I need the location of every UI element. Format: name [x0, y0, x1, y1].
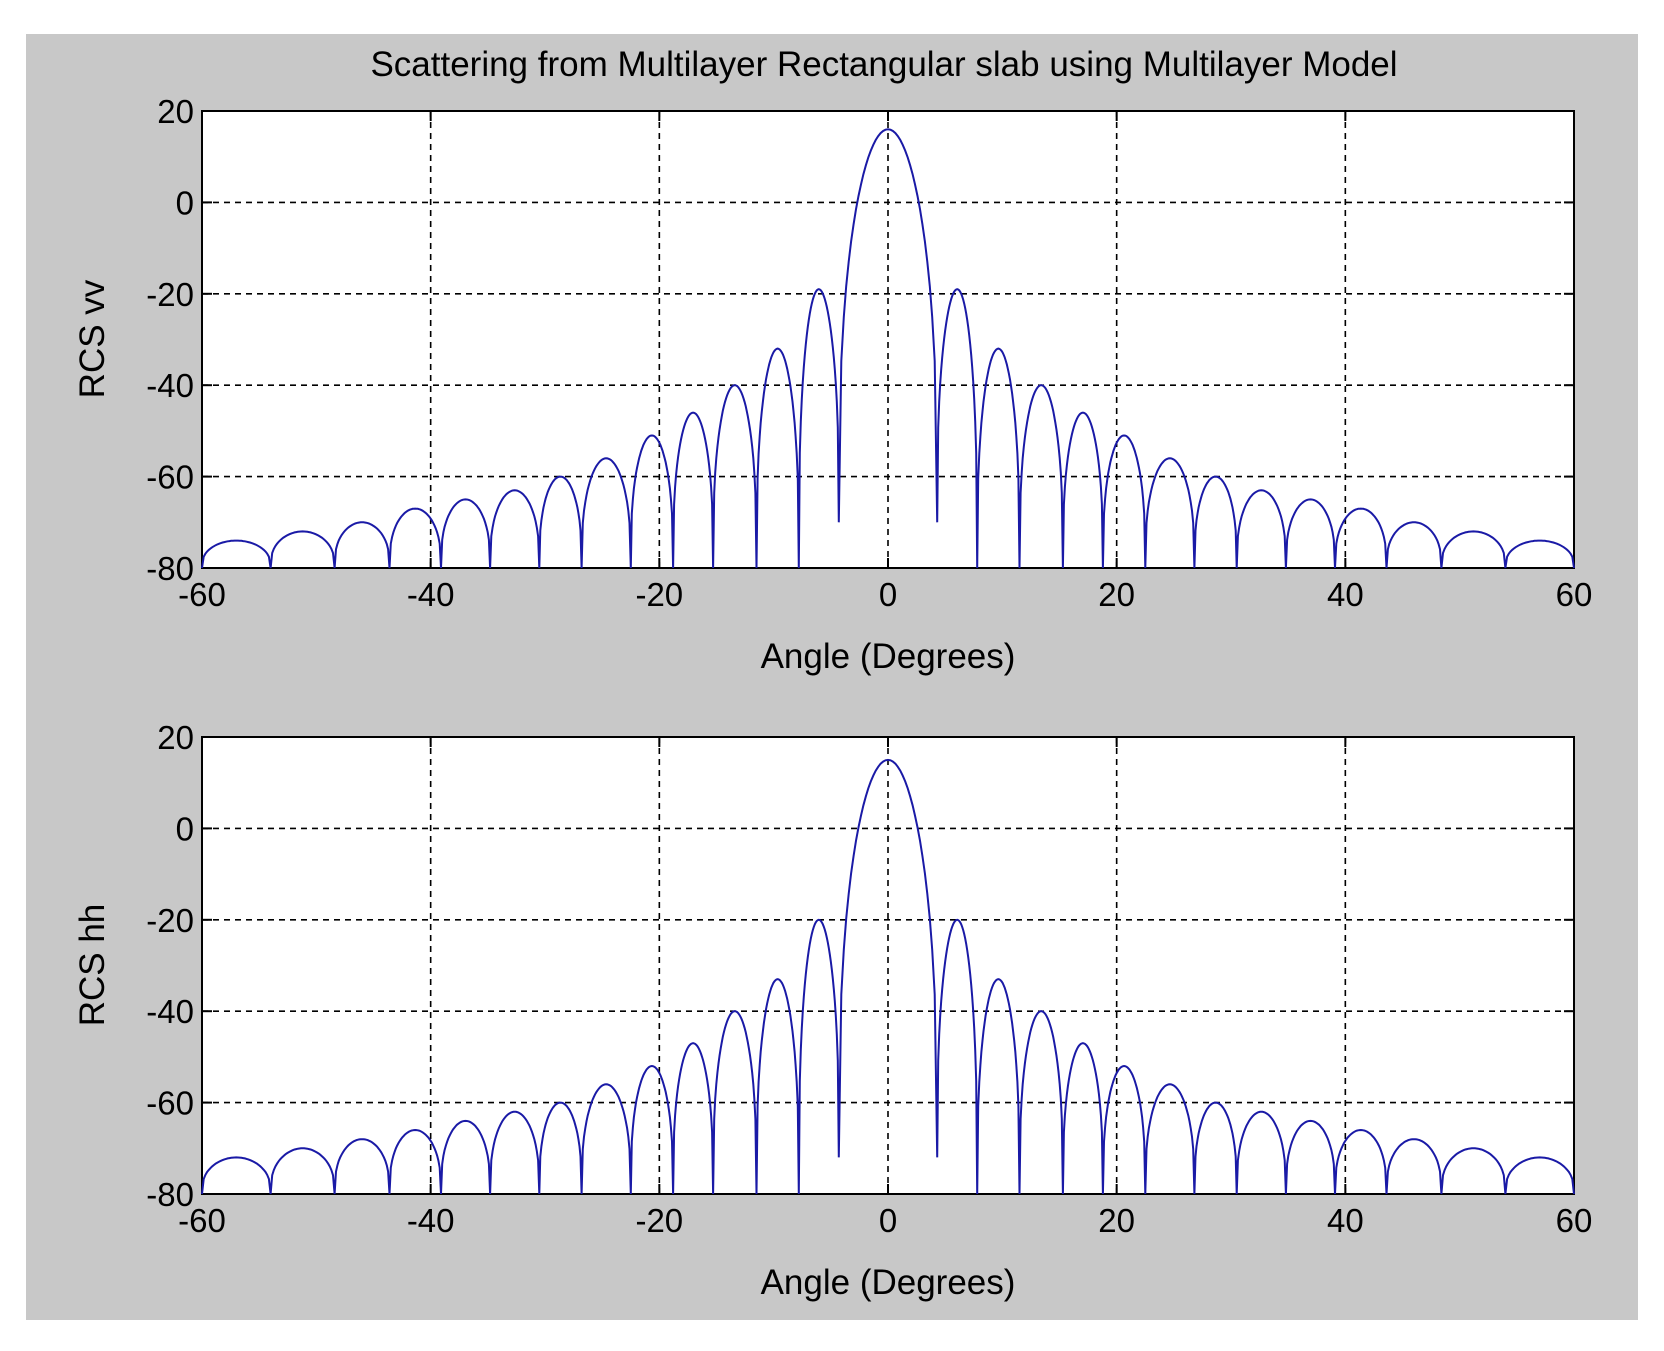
- x-tick-label: -20: [635, 576, 683, 613]
- plot-area: [201, 110, 1575, 569]
- x-tick-label: -40: [407, 576, 455, 613]
- y-tick-label: 0: [176, 184, 194, 221]
- x-axis-label: Angle (Degrees): [761, 637, 1016, 676]
- x-tick-label: -60: [178, 576, 226, 613]
- y-tick-label: 20: [157, 719, 194, 756]
- x-tick-label: -60: [178, 1202, 226, 1239]
- x-tick-label: -20: [635, 1202, 683, 1239]
- grid: [202, 737, 1574, 1194]
- y-axis-label: RCS vv: [73, 279, 112, 398]
- x-tick-label: 60: [1556, 576, 1593, 613]
- x-tick-label: -40: [407, 1202, 455, 1239]
- y-tick-label: -40: [146, 367, 194, 404]
- x-axis-label: Angle (Degrees): [761, 1263, 1016, 1302]
- y-tick-label: -80: [146, 1176, 194, 1213]
- y-tick-label: -60: [146, 1085, 194, 1122]
- plot-area: [201, 736, 1575, 1195]
- y-axis-label: RCS hh: [73, 904, 112, 1027]
- y-tick-label: -20: [146, 902, 194, 939]
- y-tick-label: -20: [146, 276, 194, 313]
- x-tick-label: 40: [1327, 1202, 1364, 1239]
- y-tick-label: 0: [176, 810, 194, 847]
- y-tick-label: -80: [146, 550, 194, 587]
- y-tick-label: -40: [146, 993, 194, 1030]
- series-line-rcs-hh: [201, 758, 1575, 1195]
- x-tick-label: 0: [879, 576, 897, 613]
- x-tick-label: 40: [1327, 576, 1364, 613]
- x-tick-label: 60: [1556, 1202, 1593, 1239]
- grid: [202, 111, 1574, 568]
- y-tick-label: 20: [157, 93, 194, 130]
- x-tick-label: 0: [879, 1202, 897, 1239]
- series-line-rcs-vv: [201, 128, 1575, 569]
- x-tick-label: 20: [1098, 1202, 1135, 1239]
- y-tick-label: -60: [146, 459, 194, 496]
- chart-title: Scattering from Multilayer Rectangular s…: [370, 45, 1397, 84]
- x-tick-label: 20: [1098, 576, 1135, 613]
